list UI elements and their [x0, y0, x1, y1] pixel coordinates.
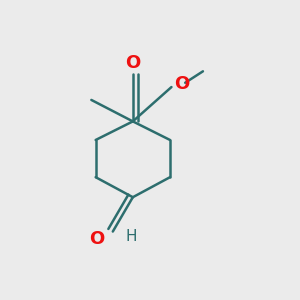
Text: O: O — [174, 75, 189, 93]
Text: O: O — [125, 54, 140, 72]
Text: O: O — [89, 230, 105, 248]
Text: H: H — [126, 229, 137, 244]
